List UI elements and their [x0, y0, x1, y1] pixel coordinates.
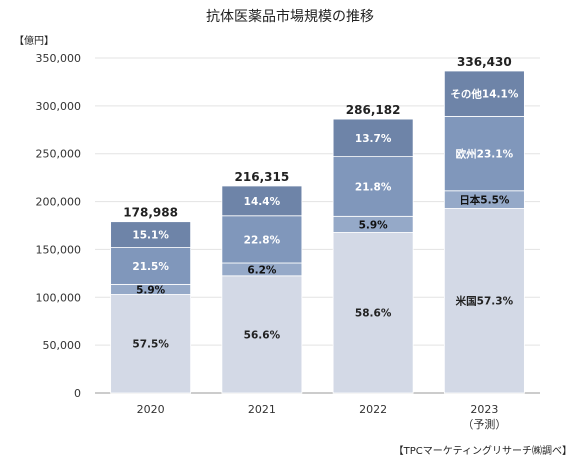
bar-segment [110, 294, 192, 394]
x-tick-label: 2022 [359, 403, 387, 416]
x-tick-note: （予測） [462, 417, 506, 431]
segment-label: 58.6% [355, 308, 392, 320]
segment-label: 15.1% [132, 230, 169, 242]
segment-label: 5.9% [136, 284, 166, 296]
bar-segment [221, 215, 303, 264]
x-tick-label: 2021 [248, 403, 276, 416]
bar-segment [443, 70, 525, 117]
segment-label: 57.5% [132, 339, 169, 351]
bars: 57.5% 5.9% 21.5% 15.1% 178,988 56.6% 6.2% 22.8%… [110, 55, 525, 394]
segment-label: 13.7% [355, 133, 392, 145]
segment-label: 5.9% [359, 219, 389, 231]
bar-segment [221, 275, 303, 394]
y-tick-label: 0 [74, 387, 81, 400]
y-tick-label: 250,000 [36, 148, 82, 161]
bar-segment [332, 156, 414, 217]
segment-label: その他14.1% [450, 88, 518, 101]
segment-label: 14.4% [244, 196, 281, 208]
segment-label: 欧州23.1% [456, 148, 514, 161]
x-axis-ticks: 2020 2021 2022 2023（予測） [137, 403, 507, 431]
segment-label: 米国57.3% [455, 295, 514, 308]
bar-total-label: 336,430 [457, 55, 512, 69]
bar-segment [110, 221, 192, 248]
y-tick-label: 100,000 [36, 291, 82, 304]
segment-label: 日本5.5% [459, 194, 510, 207]
bar-segment [332, 118, 414, 158]
chart-title: 抗体医薬品市場規模の推移 [206, 8, 374, 25]
source-note: 【TPCマーケティングリサーチ㈱調べ】 [394, 444, 572, 457]
y-tick-label: 350,000 [36, 52, 82, 65]
bar-segment [221, 185, 303, 217]
bar-segment [332, 232, 414, 394]
y-tick-label: 200,000 [36, 196, 82, 209]
bar-total-label: 286,182 [346, 103, 401, 117]
bar-total-label: 178,988 [123, 206, 178, 220]
segment-label: 21.5% [132, 261, 169, 273]
x-tick-label: 2020 [137, 403, 165, 416]
y-tick-label: 150,000 [36, 243, 82, 256]
bar-segment [443, 115, 525, 192]
y-axis-unit-label: 【億円】 [14, 34, 54, 47]
segment-label: 21.8% [355, 181, 392, 193]
y-tick-label: 300,000 [36, 100, 82, 113]
y-tick-label: 50,000 [43, 339, 82, 352]
segment-label: 22.8% [244, 234, 281, 246]
segment-label: 56.6% [244, 329, 281, 341]
bar-segment [110, 247, 192, 285]
bar-total-label: 216,315 [235, 170, 290, 184]
y-axis-ticks: 0 50,000 100,000 150,000 200,000 250,000 300,0… [36, 52, 82, 400]
segment-label: 6.2% [247, 264, 277, 276]
x-tick-label: 2023 [470, 403, 498, 416]
